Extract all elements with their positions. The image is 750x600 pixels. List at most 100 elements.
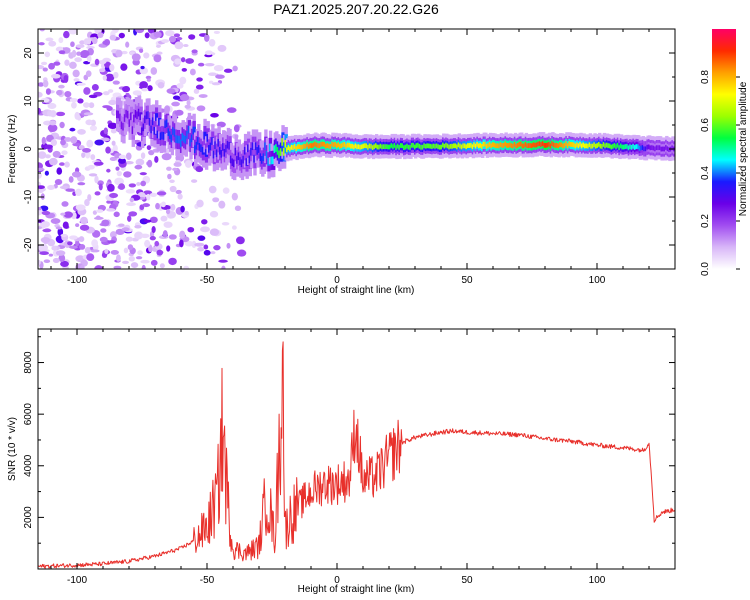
spectrogram-cell (112, 80, 120, 85)
spectrogram-cell (38, 185, 45, 190)
spectrogram-cell (95, 215, 101, 220)
spectrogram-cell (192, 126, 196, 135)
spectrogram-cell (86, 253, 95, 261)
spectrogram-y-tick-label: 10 (23, 95, 34, 107)
spectrogram-cell (150, 259, 158, 266)
spectrogram-cell (42, 67, 48, 72)
spectrogram-cell (155, 113, 159, 121)
spectrogram-cell (97, 180, 104, 186)
spectrogram-cell (128, 183, 137, 188)
spectrogram-cell (58, 50, 66, 55)
spectrogram-cell (93, 91, 103, 96)
spectrogram-cell (99, 68, 106, 73)
spectrogram-cell (180, 94, 190, 102)
spectrogram-cell (75, 204, 86, 211)
spectrogram-y-ticks: -20 -10 0 10 20 (23, 28, 675, 270)
spectrogram-cell (117, 157, 126, 164)
spectrogram-cell (88, 102, 95, 109)
spectrogram-cell (236, 236, 245, 245)
spectrogram-cell (105, 146, 111, 154)
spectrogram-cell (68, 245, 78, 249)
spectrogram-cell (140, 233, 150, 239)
spectrogram-cell (94, 139, 105, 146)
colorbar-tick-label: 0.6 (700, 118, 711, 132)
spectrogram-cell (174, 58, 182, 65)
spectrogram-cell (50, 139, 58, 147)
spectrogram-cell (109, 64, 115, 72)
spectrogram-cell (94, 175, 99, 184)
spectrogram-cell (93, 161, 104, 166)
spectrogram-cell (149, 216, 158, 224)
spectrogram-cell (110, 128, 117, 134)
spectrogram-cell (195, 84, 204, 90)
spectrogram-cell (45, 88, 51, 95)
spectrogram-cell (162, 230, 168, 238)
spectrogram-cell (218, 200, 226, 209)
spectrogram-cell (41, 136, 46, 145)
spectrogram-cell (147, 85, 153, 92)
spectrogram-cell (91, 239, 99, 247)
spectrogram-cell (226, 107, 237, 113)
spectrogram-cell (159, 263, 165, 269)
spectrogram-cell (59, 162, 65, 166)
spectrogram-cell (126, 202, 136, 207)
spectrogram-cell (149, 192, 157, 197)
spectrogram-cell (55, 111, 66, 117)
spectrogram-cell (147, 159, 153, 168)
spectrogram-cell (134, 225, 142, 229)
snr-x-ticks: -100 -50 0 50 100 (50, 329, 676, 586)
spectrogram-cell (118, 32, 125, 39)
spectrogram-cell (208, 38, 216, 47)
spectrogram-cell (87, 194, 92, 201)
spectrogram-cell (38, 244, 48, 252)
snr-series-line (38, 341, 675, 569)
spectrogram-cell (97, 60, 107, 65)
spectrogram-cell (60, 260, 69, 268)
spectrogram-cell (57, 228, 64, 236)
spectrogram-cell (168, 234, 177, 240)
spectrogram-cell (194, 242, 205, 247)
spectrogram-cell (169, 185, 177, 193)
spectrogram-cell (72, 142, 81, 147)
spectrogram-cell (107, 240, 116, 244)
spectrogram-cell (212, 197, 220, 203)
spectrogram-cell (74, 57, 82, 63)
spectrogram-cell (122, 85, 131, 93)
spectrogram-cell (149, 236, 156, 241)
spectrogram-cell (174, 41, 184, 50)
spectrogram-cell (94, 191, 101, 196)
spectrogram-cell (60, 212, 66, 216)
spectrogram-cell (108, 99, 117, 106)
spectrogram-cell (88, 94, 98, 99)
spectrogram-cell (125, 236, 134, 242)
spectrogram-cell (231, 225, 237, 230)
spectrogram-cell (54, 178, 63, 186)
snr-y-tick-label: 2000 (23, 506, 34, 529)
spectrogram-cell (85, 119, 93, 126)
spectrogram-cell (210, 251, 216, 255)
spectrogram-cell (191, 49, 198, 54)
snr-y-tick-label: 6000 (23, 403, 34, 426)
spectrogram-cell (99, 236, 108, 243)
spectrogram-cell (67, 241, 73, 246)
spectrogram-cell (69, 127, 76, 132)
spectrogram-cell (223, 68, 233, 73)
spectrogram-cell (197, 235, 206, 241)
spectrogram-cell (175, 189, 182, 195)
spectrogram-cell (233, 124, 240, 133)
snr-y-tick-label: 4000 (23, 454, 34, 477)
spectrogram-cell (45, 154, 51, 159)
spectrogram-cell (198, 94, 208, 99)
spectrogram-cell (70, 41, 75, 48)
spectrogram-cell (106, 168, 111, 173)
spectrogram-cell (122, 260, 129, 265)
spectrogram-cell (144, 32, 150, 39)
spectrogram-cell (92, 210, 97, 215)
spectrogram-cell (71, 101, 77, 109)
spectrogram-cell (38, 259, 41, 266)
snr-y-tick-label: 8000 (23, 351, 34, 374)
spectrogram-cell (47, 124, 58, 132)
spectrogram-cell (61, 201, 69, 207)
spectrogram-cell (213, 245, 221, 251)
